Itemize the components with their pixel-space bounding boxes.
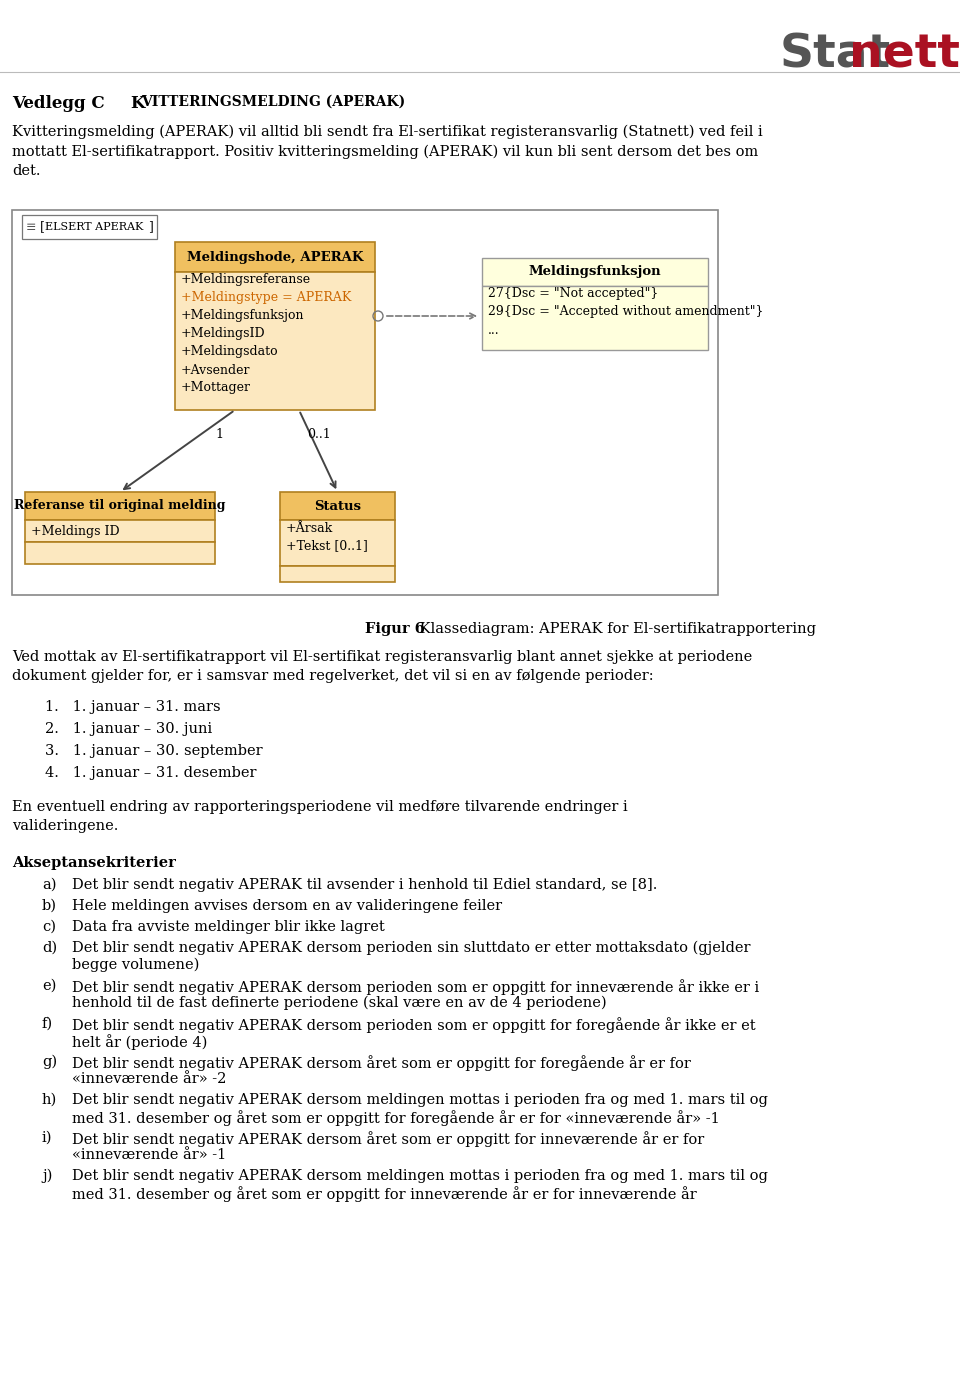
Text: b): b) — [42, 899, 57, 913]
Text: j): j) — [42, 1170, 53, 1184]
Text: Det blir sendt negativ APERAK dersom meldingen mottas i perioden fra og med 1. m: Det blir sendt negativ APERAK dersom mel… — [72, 1093, 768, 1107]
Text: ]: ] — [148, 220, 153, 234]
Text: 3.   1. januar – 30. september: 3. 1. januar – 30. september — [45, 744, 263, 758]
Text: f): f) — [42, 1018, 53, 1032]
Text: Stat: Stat — [780, 32, 891, 78]
Text: [: [ — [40, 220, 45, 234]
Text: nett: nett — [849, 32, 960, 78]
Text: begge volumene): begge volumene) — [72, 958, 200, 973]
Text: +Avsender: +Avsender — [181, 364, 251, 376]
Text: K: K — [130, 95, 144, 112]
Text: Det blir sendt negativ APERAK til avsender i henhold til Ediel standard, se [8].: Det blir sendt negativ APERAK til avsend… — [72, 878, 658, 892]
Bar — [25, 542, 215, 565]
Text: Det blir sendt negativ APERAK dersom meldingen mottas i perioden fra og med 1. m: Det blir sendt negativ APERAK dersom mel… — [72, 1170, 768, 1184]
Text: Figur 6: Figur 6 — [365, 622, 425, 636]
Text: med 31. desember og året som er oppgitt for foregående år er for «inneværende år: med 31. desember og året som er oppgitt … — [72, 1110, 720, 1126]
Text: Vedlegg C: Vedlegg C — [12, 95, 105, 112]
Text: med 31. desember og året som er oppgitt for inneværende år er for inneværende år: med 31. desember og året som er oppgitt … — [72, 1186, 697, 1202]
Text: d): d) — [42, 941, 58, 955]
Bar — [175, 243, 375, 272]
Text: henhold til de fast definerte periodene (skal være en av de 4 periodene): henhold til de fast definerte periodene … — [72, 995, 607, 1011]
Bar — [12, 210, 718, 595]
Text: Det blir sendt negativ APERAK dersom perioden som er oppgitt for foregående år i: Det blir sendt negativ APERAK dersom per… — [72, 1018, 756, 1033]
Text: Ved mottak av El-sertifikatrapport vil El-sertifikat registeransvarlig blant ann: Ved mottak av El-sertifikatrapport vil E… — [12, 650, 753, 683]
Text: Status: Status — [314, 499, 361, 513]
Text: 0..1: 0..1 — [307, 428, 331, 441]
Text: Kvitteringsmelding (APERAK) vil alltid bli sendt fra El-sertifikat registeransva: Kvitteringsmelding (APERAK) vil alltid b… — [12, 125, 763, 178]
Bar — [175, 272, 375, 410]
Text: Hele meldingen avvises dersom en av valideringene feiler: Hele meldingen avvises dersom en av vali… — [72, 899, 502, 913]
Text: 1: 1 — [215, 428, 223, 441]
Text: Akseptansekriterier: Akseptansekriterier — [12, 856, 176, 870]
Bar — [482, 258, 708, 286]
Text: g): g) — [42, 1055, 58, 1069]
Text: +Meldingsreferanse: +Meldingsreferanse — [181, 273, 311, 287]
Text: helt år (periode 4): helt år (periode 4) — [72, 1034, 207, 1050]
Text: «inneværende år» -1: «inneværende år» -1 — [72, 1149, 227, 1163]
Text: ELSERT APERAK: ELSERT APERAK — [45, 222, 143, 231]
Text: En eventuell endring av rapporteringsperiodene vil medføre tilvarende endringer : En eventuell endring av rapporteringsper… — [12, 800, 628, 834]
Text: a): a) — [42, 878, 57, 892]
Text: 2.   1. januar – 30. juni: 2. 1. januar – 30. juni — [45, 722, 212, 736]
Bar — [22, 215, 157, 238]
Text: Meldingshode, APERAK: Meldingshode, APERAK — [187, 251, 363, 263]
Bar — [280, 520, 395, 566]
Text: Det blir sendt negativ APERAK dersom perioden sin sluttdato er etter mottaksdato: Det blir sendt negativ APERAK dersom per… — [72, 941, 751, 955]
Bar — [280, 492, 395, 520]
Text: +Meldingstype = APERAK: +Meldingstype = APERAK — [181, 291, 351, 304]
Text: Det blir sendt negativ APERAK dersom året som er oppgitt for inneværende år er f: Det blir sendt negativ APERAK dersom åre… — [72, 1131, 705, 1147]
Text: Meldingsfunksjon: Meldingsfunksjon — [529, 265, 661, 279]
Text: VITTERINGSMELDING (APERAK): VITTERINGSMELDING (APERAK) — [141, 95, 405, 109]
Text: +Tekst [0..1]: +Tekst [0..1] — [286, 539, 368, 552]
Text: +Meldingsdato: +Meldingsdato — [181, 346, 278, 358]
Text: Data fra avviste meldinger blir ikke lagret: Data fra avviste meldinger blir ikke lag… — [72, 920, 385, 934]
Bar — [280, 566, 395, 583]
Bar — [482, 286, 708, 350]
Bar — [25, 492, 215, 520]
Text: Det blir sendt negativ APERAK dersom perioden som er oppgitt for inneværende år : Det blir sendt negativ APERAK dersom per… — [72, 979, 759, 995]
Text: +Årsak: +Årsak — [286, 521, 333, 534]
Text: 1.   1. januar – 31. mars: 1. 1. januar – 31. mars — [45, 700, 221, 714]
Text: +Meldings ID: +Meldings ID — [31, 524, 120, 538]
Text: +Mottager: +Mottager — [181, 382, 251, 395]
Text: i): i) — [42, 1131, 53, 1144]
Text: Klassediagram: APERAK for El-sertifikatrapportering: Klassediagram: APERAK for El-sertifikatr… — [415, 622, 816, 636]
Text: e): e) — [42, 979, 57, 993]
Text: ...: ... — [488, 323, 499, 336]
Text: c): c) — [42, 920, 56, 934]
Text: Referanse til original melding: Referanse til original melding — [14, 499, 226, 513]
Text: 29{Dsc = "Accepted without amendment"}: 29{Dsc = "Accepted without amendment"} — [488, 305, 763, 318]
Text: ≡: ≡ — [26, 220, 36, 234]
Text: +MeldingsID: +MeldingsID — [181, 328, 266, 340]
Text: 27{Dsc = "Not accepted"}: 27{Dsc = "Not accepted"} — [488, 287, 659, 301]
Text: «inneværende år» -2: «inneværende år» -2 — [72, 1072, 227, 1086]
Bar — [25, 520, 215, 542]
Text: Det blir sendt negativ APERAK dersom året som er oppgitt for foregående år er fo: Det blir sendt negativ APERAK dersom åre… — [72, 1055, 691, 1071]
Text: +Meldingsfunksjon: +Meldingsfunksjon — [181, 309, 304, 322]
Text: 4.   1. januar – 31. desember: 4. 1. januar – 31. desember — [45, 765, 256, 781]
Text: h): h) — [42, 1093, 58, 1107]
